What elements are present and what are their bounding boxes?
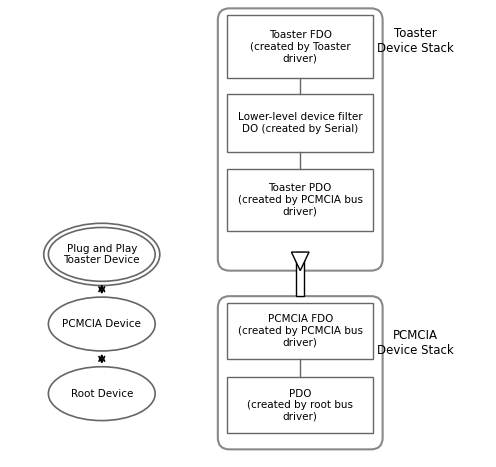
Bar <box>296 252 305 296</box>
Ellipse shape <box>49 227 155 281</box>
Ellipse shape <box>49 367 155 421</box>
Text: Toaster FDO
(created by Toaster
driver): Toaster FDO (created by Toaster driver) <box>250 30 351 63</box>
Text: PCMCIA Device: PCMCIA Device <box>62 319 141 329</box>
Bar <box>227 169 373 231</box>
FancyBboxPatch shape <box>218 8 382 271</box>
Bar <box>227 15 373 78</box>
Text: PCMCIA FDO
(created by PCMCIA bus
driver): PCMCIA FDO (created by PCMCIA bus driver… <box>238 314 363 347</box>
Text: PDO
(created by root bus
driver): PDO (created by root bus driver) <box>247 389 353 422</box>
Ellipse shape <box>49 297 155 351</box>
Text: PCMCIA
Device Stack: PCMCIA Device Stack <box>377 329 453 357</box>
Text: Toaster
Device Stack: Toaster Device Stack <box>377 27 453 55</box>
Bar <box>227 303 373 359</box>
Text: Toaster PDO
(created by PCMCIA bus
driver): Toaster PDO (created by PCMCIA bus drive… <box>238 183 363 216</box>
FancyBboxPatch shape <box>218 296 382 449</box>
Text: Lower-level device filter
DO (created by Serial): Lower-level device filter DO (created by… <box>238 113 363 134</box>
Ellipse shape <box>44 223 160 285</box>
Text: Plug and Play
Toaster Device: Plug and Play Toaster Device <box>63 244 140 265</box>
Bar <box>227 94 373 152</box>
Text: Root Device: Root Device <box>70 389 133 399</box>
Bar <box>227 377 373 433</box>
Polygon shape <box>292 252 309 271</box>
